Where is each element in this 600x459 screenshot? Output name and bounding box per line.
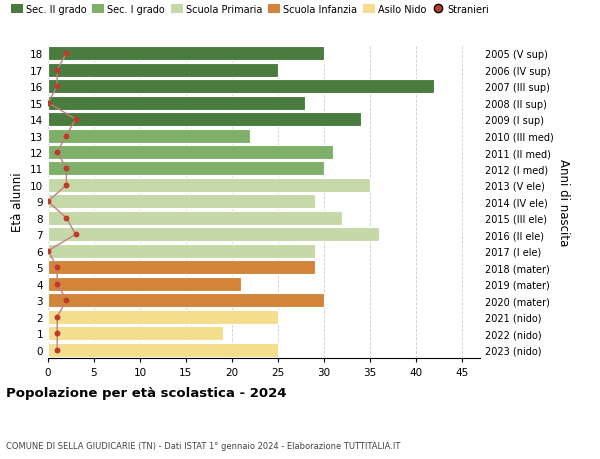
Point xyxy=(52,346,62,353)
Bar xyxy=(48,179,370,192)
Point xyxy=(52,67,62,74)
Point xyxy=(52,149,62,157)
Bar xyxy=(48,261,314,274)
Bar xyxy=(48,310,278,324)
Legend: Sec. II grado, Sec. I grado, Scuola Primaria, Scuola Infanzia, Asilo Nido, Stran: Sec. II grado, Sec. I grado, Scuola Prim… xyxy=(11,5,490,15)
Bar xyxy=(48,162,324,176)
Point xyxy=(52,330,62,337)
Bar xyxy=(48,96,305,110)
Bar xyxy=(48,294,324,308)
Bar xyxy=(48,63,278,78)
Point xyxy=(62,133,71,140)
Point xyxy=(52,280,62,288)
Bar xyxy=(48,212,342,225)
Bar xyxy=(48,113,361,127)
Text: COMUNE DI SELLA GIUDICARIE (TN) - Dati ISTAT 1° gennaio 2024 - Elaborazione TUTT: COMUNE DI SELLA GIUDICARIE (TN) - Dati I… xyxy=(6,441,400,450)
Point xyxy=(62,215,71,222)
Point xyxy=(71,231,80,239)
Y-axis label: Età alunni: Età alunni xyxy=(11,172,25,232)
Bar xyxy=(48,326,223,341)
Bar xyxy=(48,244,314,258)
Bar xyxy=(48,129,250,143)
Point xyxy=(43,198,53,206)
Bar xyxy=(48,146,333,160)
Point xyxy=(52,313,62,321)
Bar xyxy=(48,277,241,291)
Bar xyxy=(48,195,314,209)
Point xyxy=(62,182,71,189)
Y-axis label: Anni di nascita: Anni di nascita xyxy=(557,158,570,246)
Bar xyxy=(48,343,278,357)
Bar xyxy=(48,228,379,242)
Point xyxy=(52,264,62,271)
Point xyxy=(62,297,71,304)
Bar xyxy=(48,47,324,61)
Bar xyxy=(48,80,434,94)
Text: Popolazione per età scolastica - 2024: Popolazione per età scolastica - 2024 xyxy=(6,386,287,399)
Point xyxy=(43,247,53,255)
Point xyxy=(71,116,80,123)
Point xyxy=(52,83,62,90)
Point xyxy=(62,165,71,173)
Point xyxy=(43,100,53,107)
Point xyxy=(62,50,71,58)
